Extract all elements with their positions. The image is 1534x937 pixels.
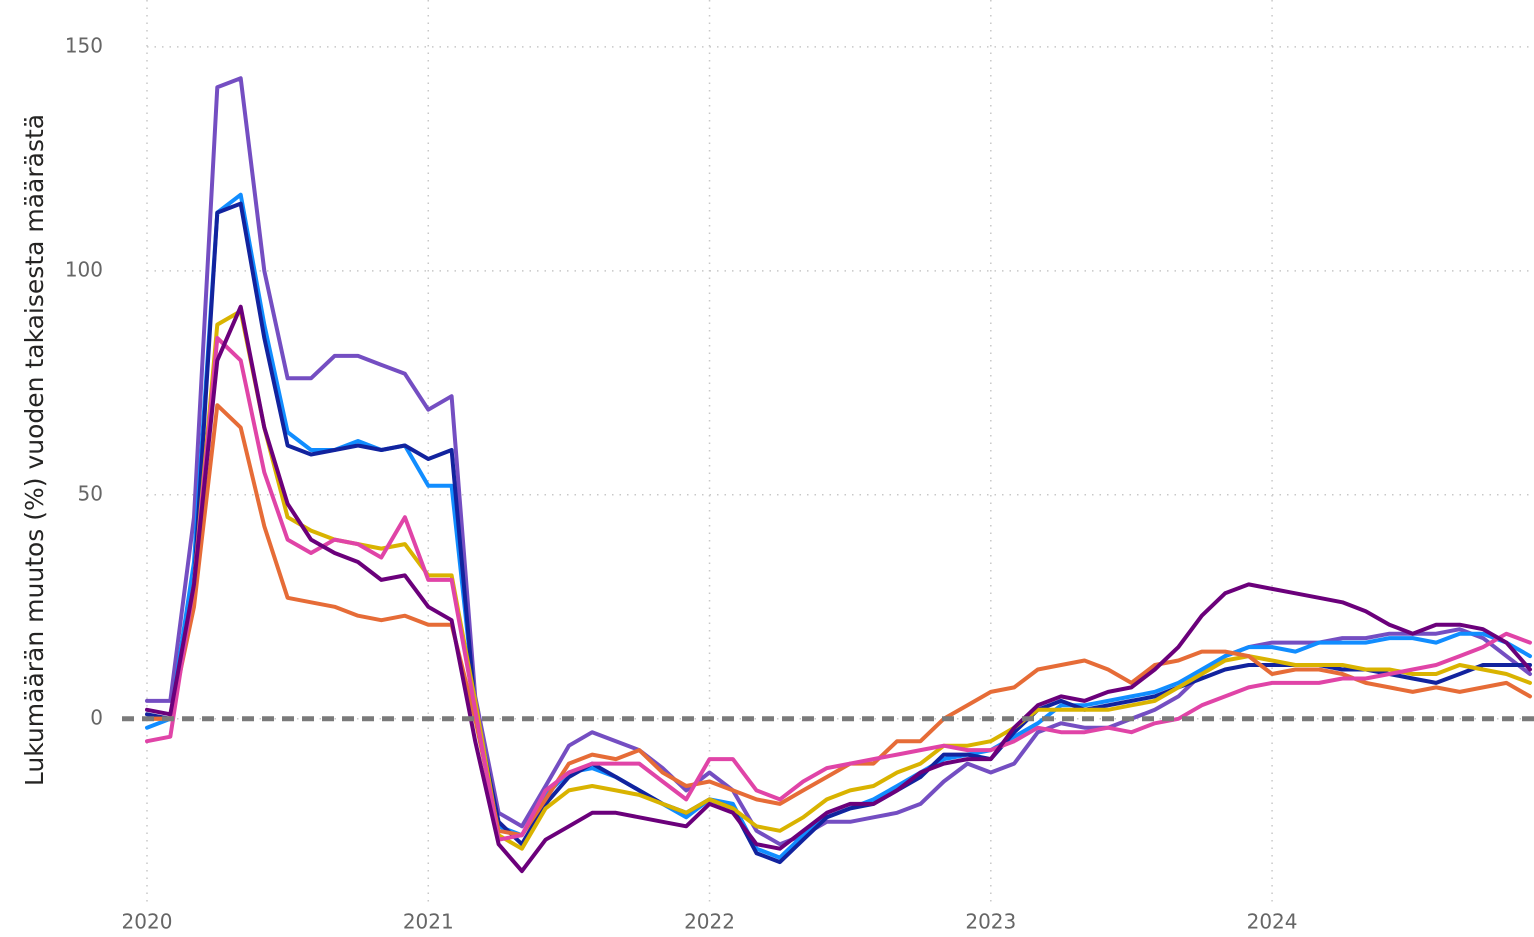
series-line xyxy=(145,336,1532,842)
x-tick-label: 2024 xyxy=(1247,910,1298,934)
series-line xyxy=(145,304,1532,874)
series-line xyxy=(145,201,1532,865)
x-tick-label: 2022 xyxy=(684,910,735,934)
series-line xyxy=(145,192,1532,860)
x-tick-label: 2020 xyxy=(122,910,173,934)
y-axis-label: Lukumäärän muutos (%) vuoden takaisesta … xyxy=(20,114,49,786)
series-line xyxy=(145,76,1532,847)
x-tick-label: 2023 xyxy=(965,910,1016,934)
y-tick-label: 50 xyxy=(78,481,103,505)
y-tick-label: 100 xyxy=(65,257,103,281)
x-tick-label: 2021 xyxy=(403,910,454,934)
y-tick-label: 150 xyxy=(65,33,103,57)
y-tick-label: 0 xyxy=(90,705,103,729)
series-line xyxy=(145,309,1532,851)
series-line xyxy=(145,403,1532,838)
